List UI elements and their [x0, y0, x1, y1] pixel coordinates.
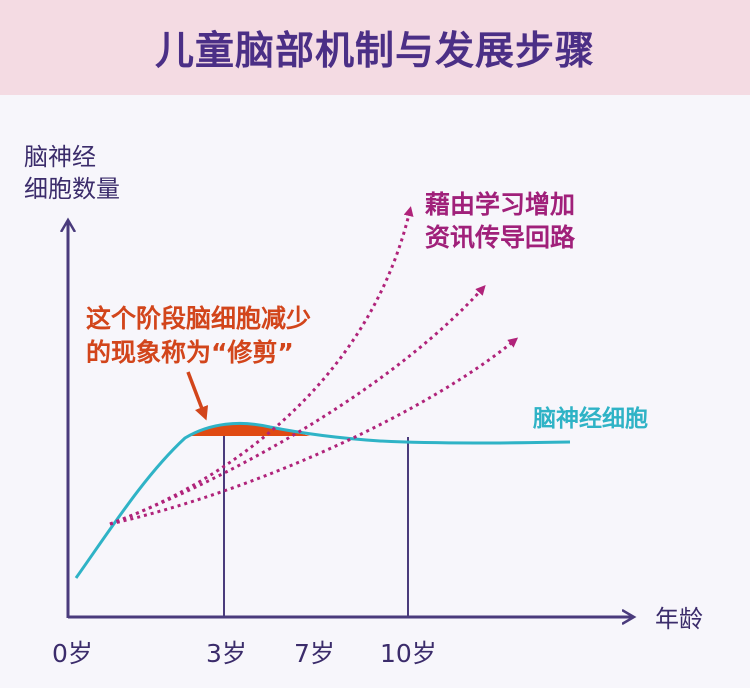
x-tick-label-0: 0岁 [52, 639, 93, 668]
x-axis-label: 年龄 [655, 605, 703, 633]
page-title: 儿童脑部机制与发展步骤 [154, 28, 595, 74]
x-tick-label-10: 10岁 [380, 639, 437, 668]
x-tick-label-3: 3岁 [206, 639, 247, 668]
pruning-area [190, 424, 310, 436]
neuron-curve-label: 脑神经细胞 [533, 405, 648, 432]
y-axis-label-line2: 细胞数量 [24, 175, 120, 203]
pathway-arrow-1 [109, 206, 414, 526]
pathway-arrow-3 [109, 337, 519, 526]
learning-annotation-line1: 藉由学习增加 [424, 190, 575, 219]
x-tick-label-7: 7岁 [294, 639, 335, 668]
title-banner: 儿童脑部机制与发展步骤 [0, 0, 750, 95]
neuron-cell-curve [74, 421, 571, 579]
pathway-arrow-2 [109, 285, 486, 526]
y-axis-label-line1: 脑神经 [24, 143, 96, 171]
learning-annotation-line2: 资讯传导回路 [425, 223, 576, 252]
pruning-pointer-arrow [186, 371, 209, 421]
pruning-annotation-line2: 的现象称为“修剪” [86, 338, 294, 367]
pruning-annotation-line1: 这个阶段脑细胞减少 [86, 304, 311, 333]
